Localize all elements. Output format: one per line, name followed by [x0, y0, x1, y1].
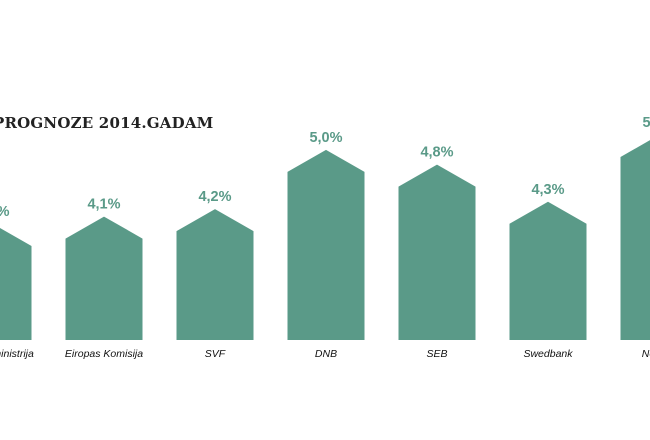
category-label: Eiropas Komisija [65, 348, 143, 360]
category-label: DNB [315, 348, 337, 360]
category-labels-group: Finanšu ministrija Eiropas Komisija SVF DNB… [0, 348, 650, 360]
category-label: SVF [205, 348, 226, 360]
bar-value-label: 5,0% [309, 130, 342, 146]
bar-value-label: 4,3% [531, 182, 564, 198]
bar [65, 216, 143, 340]
bar-value-label: 4,0% [0, 204, 10, 220]
bar [398, 164, 476, 340]
bars-group [0, 140, 650, 340]
bar [176, 209, 254, 340]
bar [287, 149, 365, 340]
category-label: Swedbank [523, 348, 573, 360]
bar [0, 228, 32, 340]
bar [509, 201, 587, 340]
bar-value-label: 4,1% [87, 197, 120, 213]
bar [620, 140, 650, 340]
bar-value-label: 4,2% [198, 189, 231, 205]
value-labels-group: 4,0% 4,1% 4,2% 5,0% 4,8% 4,3% 5,2% [0, 115, 650, 220]
category-label: Nordea [642, 348, 650, 360]
category-label: Finanšu ministrija [0, 348, 34, 360]
chart-title: PROGNOZE 2014.GADAM [0, 114, 214, 132]
category-label: SEB [426, 348, 447, 360]
bar-value-label: 5,2% [642, 115, 650, 131]
bar-value-label: 4,8% [420, 145, 453, 161]
